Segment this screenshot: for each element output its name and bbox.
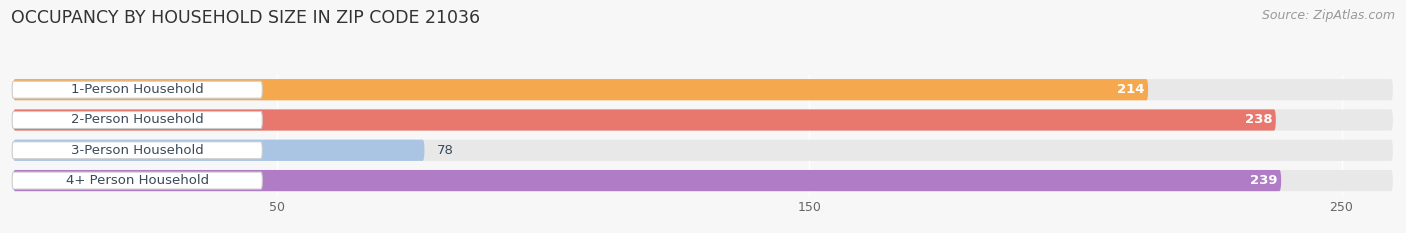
Text: OCCUPANCY BY HOUSEHOLD SIZE IN ZIP CODE 21036: OCCUPANCY BY HOUSEHOLD SIZE IN ZIP CODE …	[11, 9, 481, 27]
FancyBboxPatch shape	[13, 110, 1393, 130]
Text: 239: 239	[1250, 174, 1278, 187]
FancyBboxPatch shape	[13, 140, 1393, 161]
FancyBboxPatch shape	[13, 79, 1149, 100]
Text: 214: 214	[1118, 83, 1144, 96]
FancyBboxPatch shape	[13, 112, 263, 128]
FancyBboxPatch shape	[13, 142, 263, 159]
FancyBboxPatch shape	[13, 170, 1281, 191]
FancyBboxPatch shape	[13, 81, 263, 98]
Text: 78: 78	[437, 144, 454, 157]
FancyBboxPatch shape	[13, 79, 1393, 100]
FancyBboxPatch shape	[13, 140, 425, 161]
Text: Source: ZipAtlas.com: Source: ZipAtlas.com	[1261, 9, 1395, 22]
FancyBboxPatch shape	[13, 172, 263, 189]
Text: 1-Person Household: 1-Person Household	[70, 83, 204, 96]
Text: 2-Person Household: 2-Person Household	[70, 113, 204, 127]
FancyBboxPatch shape	[13, 110, 1275, 130]
Text: 238: 238	[1244, 113, 1272, 127]
Text: 3-Person Household: 3-Person Household	[70, 144, 204, 157]
FancyBboxPatch shape	[13, 170, 1393, 191]
Text: 4+ Person Household: 4+ Person Household	[66, 174, 208, 187]
